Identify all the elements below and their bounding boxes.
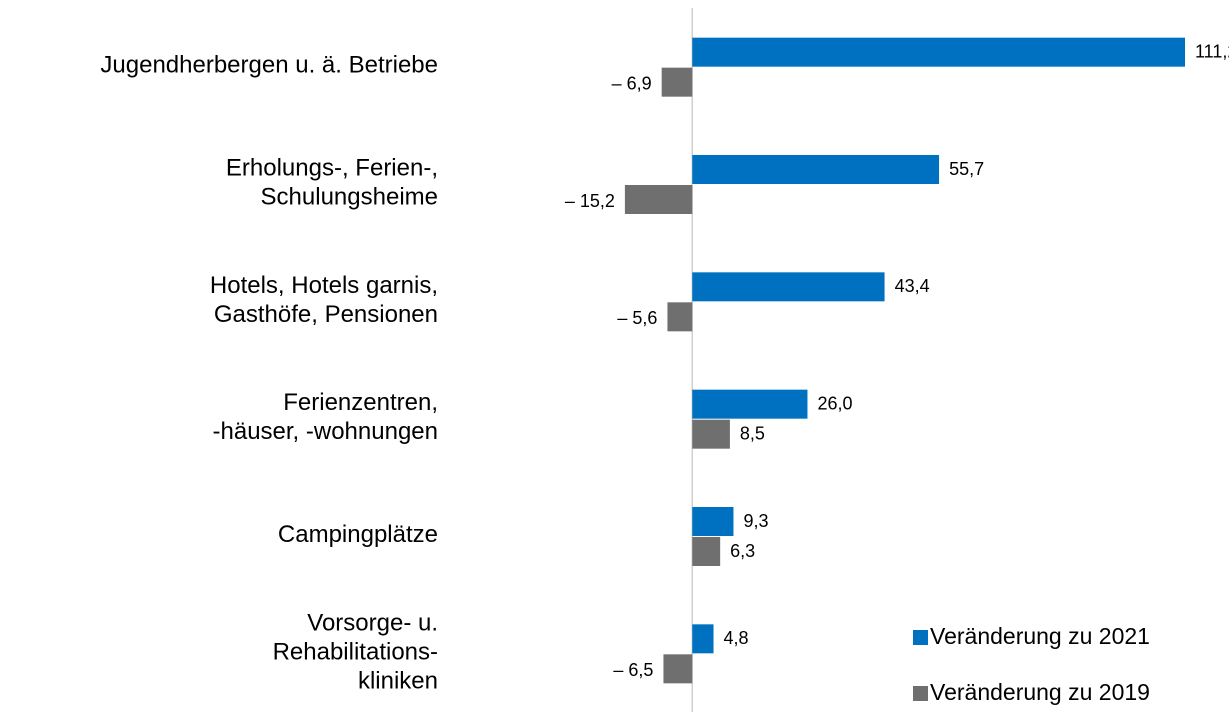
- bar: [667, 302, 693, 332]
- value-label: 8,5: [740, 423, 765, 443]
- bar: [692, 272, 885, 302]
- bar: [692, 37, 1186, 67]
- bar: [692, 155, 940, 184]
- value-label: – 15,2: [565, 191, 615, 211]
- category-label: Vorsorge- u. Rehabilitations-kliniken: [273, 610, 438, 695]
- value-label: 4,8: [724, 628, 749, 648]
- category-label: Campingplätze: [278, 521, 438, 548]
- category-label: Jugendherbergen u. ä. Betriebe: [100, 52, 438, 79]
- value-label: – 5,6: [617, 308, 657, 328]
- value-label: 26,0: [817, 393, 852, 413]
- bar: [692, 419, 730, 449]
- bar: [663, 654, 693, 684]
- legend-label: Veränderung zu 2019: [930, 679, 1150, 705]
- legend-label: Veränderung zu 2021: [930, 623, 1150, 649]
- value-label: – 6,9: [612, 73, 652, 93]
- bar: [692, 537, 721, 566]
- legend-swatch: [913, 686, 928, 701]
- bar: [692, 507, 734, 536]
- value-label: – 6,5: [613, 660, 653, 680]
- value-label: 43,4: [895, 276, 930, 296]
- value-label: 9,3: [743, 511, 768, 531]
- bar: [692, 389, 808, 419]
- bar: [661, 67, 693, 97]
- value-label: 6,3: [730, 541, 755, 561]
- category-label: Erholungs-, Ferien-, Schulungsheime: [226, 155, 438, 211]
- value-label: 111,2: [1195, 41, 1229, 61]
- category-label: Ferienzentren, -häuser, -wohnungen: [213, 390, 439, 446]
- value-label: 55,7: [949, 159, 984, 179]
- legend-swatch: [913, 630, 928, 645]
- bar: [692, 624, 714, 654]
- bar: [624, 185, 693, 214]
- category-label: Hotels, Hotels garnis, Gasthöfe, Pensione…: [210, 272, 438, 328]
